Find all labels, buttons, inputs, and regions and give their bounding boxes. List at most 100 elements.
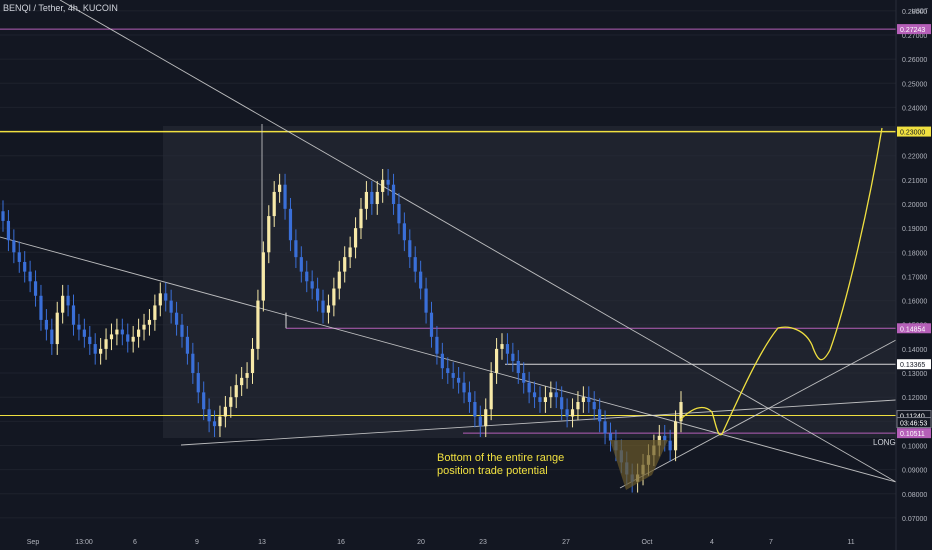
candle-body xyxy=(229,397,233,407)
price-label-text: 03:46:53 xyxy=(900,421,927,428)
candle-body xyxy=(364,191,369,209)
price-label-text: 0.27243 xyxy=(900,27,925,34)
candle-body xyxy=(538,397,542,403)
candle-body xyxy=(131,336,135,342)
candle-body xyxy=(592,402,596,410)
time-tick-label: 27 xyxy=(562,539,570,546)
candle-body xyxy=(608,433,613,441)
price-axis-unit: USDT xyxy=(912,9,929,15)
price-label-bg xyxy=(897,24,931,35)
price-label-bg xyxy=(897,323,931,334)
candle-body xyxy=(576,402,580,410)
symbol-title[interactable]: BENQI / Tether, 4h, KUCOIN xyxy=(3,3,118,13)
price-tick-label: 0.27000 xyxy=(902,33,927,40)
candle-body xyxy=(212,421,217,427)
candle-body xyxy=(337,271,341,289)
candle-body xyxy=(120,329,124,335)
time-tick-label: Sep xyxy=(27,539,40,546)
candle-body xyxy=(66,295,70,306)
candle-body xyxy=(169,300,173,313)
candle-body xyxy=(554,392,558,398)
candle-body xyxy=(6,220,11,241)
candle-body xyxy=(484,409,488,427)
price-label-text: 0.23000 xyxy=(900,130,925,137)
overlays xyxy=(610,127,883,490)
candle-body xyxy=(147,319,152,325)
candle-body xyxy=(473,402,477,417)
price-label-bg xyxy=(897,126,931,137)
time-tick-label: 7 xyxy=(769,539,773,546)
candle-body xyxy=(505,344,510,354)
price-tick-label: 0.28000 xyxy=(902,9,927,16)
price-label-text: 0.14854 xyxy=(900,326,925,333)
candle-body xyxy=(23,261,27,272)
candle-body xyxy=(673,421,678,451)
candle-body xyxy=(565,409,569,417)
price-tick-label: 0.14000 xyxy=(902,347,927,354)
candle-body xyxy=(33,281,38,296)
time-tick-label: 20 xyxy=(417,539,425,546)
price-tick-label: 0.13000 xyxy=(902,371,927,378)
price-tick-label: 0.07000 xyxy=(902,516,927,523)
candle-body xyxy=(326,305,331,313)
trendline xyxy=(59,0,897,483)
candle-body xyxy=(261,252,265,301)
candle-body xyxy=(353,228,358,248)
candle-body xyxy=(429,312,434,337)
candle-body xyxy=(137,329,141,337)
candle-body xyxy=(668,440,672,451)
candle-body xyxy=(299,257,303,272)
candle-body xyxy=(305,271,309,282)
candle-body xyxy=(543,397,547,403)
time-tick-label: 16 xyxy=(337,539,345,546)
candle-body xyxy=(180,324,184,337)
candle-body xyxy=(256,300,260,349)
candle-body xyxy=(500,344,504,349)
candle-body xyxy=(109,334,114,340)
candle-body xyxy=(581,397,585,403)
candle-body xyxy=(532,392,537,398)
time-tick-label: 13 xyxy=(258,539,266,546)
candle-body xyxy=(549,392,553,398)
price-label-bg xyxy=(896,417,932,429)
price-tick-label: 0.17000 xyxy=(902,274,927,281)
candle-body xyxy=(457,377,461,383)
candle-body xyxy=(397,204,401,224)
candle-body xyxy=(370,191,374,205)
candle-body xyxy=(516,360,520,374)
candle-body xyxy=(522,373,526,383)
candle-body xyxy=(283,184,287,209)
time-tick-label: Oct xyxy=(642,539,653,546)
candle-body xyxy=(332,288,336,306)
candle-body xyxy=(99,348,103,354)
candle-body xyxy=(82,329,86,337)
candle-body xyxy=(28,271,32,282)
candle-body xyxy=(288,208,293,241)
price-tick-label: 0.18000 xyxy=(902,250,927,257)
candle-body xyxy=(375,191,379,205)
price-label: 0.10511 xyxy=(897,428,931,439)
candle-body xyxy=(343,257,347,272)
candle-body xyxy=(587,397,591,403)
candle-body xyxy=(527,382,531,393)
time-tick-label: 4 xyxy=(710,539,714,546)
candle-body xyxy=(153,305,157,320)
candle-body xyxy=(440,353,444,369)
candle-body xyxy=(435,336,439,354)
candle-body xyxy=(413,257,417,272)
price-tick-label: 0.19000 xyxy=(902,226,927,233)
price-tick-label: 0.09000 xyxy=(902,468,927,475)
candle-body xyxy=(511,353,515,361)
price-tick-label: 0.16000 xyxy=(902,299,927,306)
price-label: 0.27243 xyxy=(897,24,931,35)
price-label: 0.23000 xyxy=(897,126,931,137)
price-tick-label: 0.24000 xyxy=(902,105,927,112)
time-tick-label: 23 xyxy=(479,539,487,546)
candle-body xyxy=(142,324,146,330)
candle-body xyxy=(494,348,499,374)
time-axis[interactable]: Sep 13:00 6 9 13 16 20 23 27 Oct 4 7 11 xyxy=(27,539,855,546)
candle-body xyxy=(104,339,108,349)
candle-body xyxy=(462,382,466,393)
